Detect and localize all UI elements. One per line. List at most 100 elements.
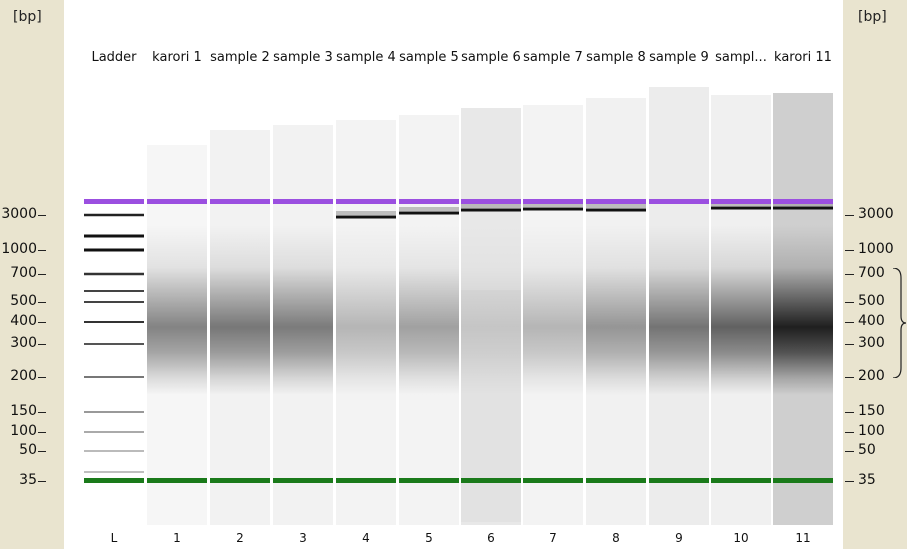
left-unit-label: [bp] bbox=[13, 9, 42, 25]
lane-5-lower-marker bbox=[399, 478, 459, 483]
lane-L-lower-marker bbox=[84, 478, 144, 483]
right-tick-label-50: 50 bbox=[858, 442, 876, 458]
ladder-band bbox=[84, 321, 144, 323]
lane-number-2: 2 bbox=[236, 531, 244, 545]
left-tick-label-1000: 1000 bbox=[1, 241, 37, 257]
lane-11-smear bbox=[773, 225, 833, 395]
lane-2-upper-marker bbox=[210, 199, 270, 204]
lane-number-6: 6 bbox=[487, 531, 495, 545]
lane-L-upper-marker bbox=[84, 199, 144, 204]
lane-5-high-band-halo bbox=[399, 207, 459, 211]
lane-5-upper-marker bbox=[399, 199, 459, 204]
lane-3-lower-marker bbox=[273, 478, 333, 483]
lane-6-high-band bbox=[461, 208, 521, 212]
lane-7-high-band bbox=[523, 207, 583, 211]
left-tick-mark bbox=[38, 481, 46, 482]
lane-number-3: 3 bbox=[299, 531, 307, 545]
right-tick-mark bbox=[845, 215, 854, 216]
lane-11-upper-marker bbox=[773, 199, 833, 204]
ladder-band bbox=[84, 450, 144, 452]
lane-6-upper-marker bbox=[461, 199, 521, 204]
lane-1-smear bbox=[147, 225, 207, 395]
lane-3-smear bbox=[273, 225, 333, 395]
lane-2-smear bbox=[210, 225, 270, 395]
left-tick-label-35: 35 bbox=[19, 472, 37, 488]
left-tick-label-300: 300 bbox=[10, 335, 37, 351]
left-tick-label-100: 100 bbox=[10, 423, 37, 439]
left-tick-label-400: 400 bbox=[10, 313, 37, 329]
lane-9-upper-marker bbox=[649, 199, 709, 204]
ladder-band bbox=[84, 343, 144, 345]
lane-7-upper-marker bbox=[523, 199, 583, 204]
lane-number-11: 11 bbox=[795, 531, 811, 545]
lane-number-1: 1 bbox=[173, 531, 181, 545]
lane-6-lower-marker bbox=[461, 478, 521, 483]
ladder-band bbox=[84, 301, 144, 303]
right-tick-label-3000: 3000 bbox=[858, 206, 894, 222]
lane-header-4: sample 4 bbox=[336, 50, 396, 65]
lane-1-upper-marker bbox=[147, 199, 207, 204]
right-tick-label-300: 300 bbox=[858, 335, 885, 351]
left-tick-mark bbox=[38, 274, 46, 275]
lane-number-5: 5 bbox=[425, 531, 433, 545]
lane-number-L: L bbox=[110, 531, 118, 545]
left-tick-label-3000: 3000 bbox=[1, 206, 37, 222]
ladder-band bbox=[84, 471, 144, 473]
ladder-band bbox=[84, 272, 144, 276]
lane-8-high-band-halo bbox=[586, 204, 646, 208]
right-tick-label-700: 700 bbox=[858, 265, 885, 281]
lane-7-smear bbox=[523, 225, 583, 395]
left-tick-label-50: 50 bbox=[19, 442, 37, 458]
right-tick-label-100: 100 bbox=[858, 423, 885, 439]
ladder-band bbox=[84, 213, 144, 217]
right-tick-mark bbox=[845, 451, 854, 452]
lane-header-5: sample 5 bbox=[399, 50, 459, 65]
lane-2-lower-marker bbox=[210, 478, 270, 483]
lane-header-L: Ladder bbox=[91, 50, 137, 65]
lane-3-upper-marker bbox=[273, 199, 333, 204]
left-tick-label-500: 500 bbox=[10, 293, 37, 309]
left-tick-mark bbox=[38, 302, 46, 303]
right-tick-mark bbox=[845, 322, 854, 323]
lane-8-upper-marker bbox=[586, 199, 646, 204]
lane-4-lower-marker bbox=[336, 478, 396, 483]
left-tick-mark bbox=[38, 432, 46, 433]
bracket-marker bbox=[893, 268, 907, 378]
lane-10-upper-marker bbox=[711, 199, 771, 204]
right-tick-mark bbox=[845, 432, 854, 433]
lane-header-9: sample 9 bbox=[649, 50, 709, 65]
ladder-band bbox=[84, 290, 144, 292]
lane-4-high-band-halo bbox=[336, 211, 396, 215]
lane-7-high-band-halo bbox=[523, 203, 583, 207]
lane-header-1: karori 1 bbox=[152, 50, 202, 65]
right-tick-mark bbox=[845, 481, 854, 482]
lane-11-lower-marker bbox=[773, 478, 833, 483]
lane-9-smear bbox=[649, 225, 709, 395]
lane-number-8: 8 bbox=[612, 531, 620, 545]
lane-header-2: sample 2 bbox=[210, 50, 270, 65]
right-tick-label-500: 500 bbox=[858, 293, 885, 309]
left-tick-mark bbox=[38, 250, 46, 251]
right-tick-mark bbox=[845, 274, 854, 275]
left-tick-mark bbox=[38, 322, 46, 323]
left-tick-mark bbox=[38, 451, 46, 452]
ladder-band bbox=[84, 234, 144, 238]
left-tick-mark bbox=[38, 377, 46, 378]
ladder-band bbox=[84, 411, 144, 413]
left-tick-label-150: 150 bbox=[10, 403, 37, 419]
lane-5-smear bbox=[399, 225, 459, 395]
ladder-band bbox=[84, 376, 144, 378]
lane-1-lower-marker bbox=[147, 478, 207, 483]
lane-4-upper-marker bbox=[336, 199, 396, 204]
lane-5-high-band bbox=[399, 211, 459, 215]
right-tick-mark bbox=[845, 250, 854, 251]
lane-6-high-band-halo bbox=[461, 204, 521, 208]
lane-number-10: 10 bbox=[733, 531, 749, 545]
ladder-band bbox=[84, 248, 144, 252]
lane-number-7: 7 bbox=[549, 531, 557, 545]
lane-7-lower-marker bbox=[523, 478, 583, 483]
right-tick-label-1000: 1000 bbox=[858, 241, 894, 257]
left-size-axis: [bp] bbox=[0, 0, 64, 549]
